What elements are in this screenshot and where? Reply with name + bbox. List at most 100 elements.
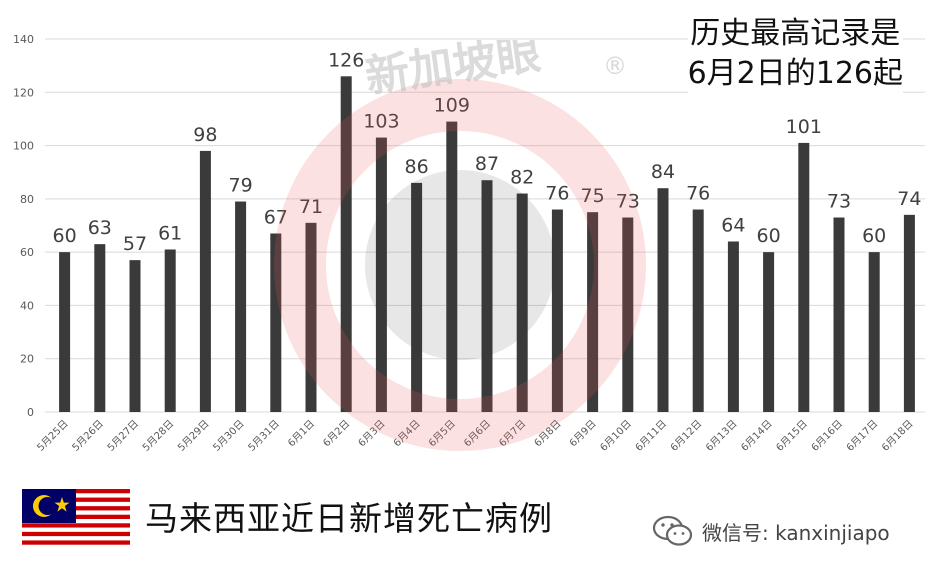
flag-stripe xyxy=(22,536,130,541)
x-tick-label: 5月28日 xyxy=(140,418,176,454)
x-tick-label: 6月15日 xyxy=(774,418,810,454)
x-tick-label: 6月2日 xyxy=(321,418,353,450)
x-tick-label: 6月6日 xyxy=(461,418,493,450)
bar xyxy=(551,209,563,412)
x-tick-label: 6月9日 xyxy=(567,418,599,450)
record-annotation: 历史最高记录是 6月2日的126起 xyxy=(687,14,903,94)
value-label: 126 xyxy=(328,49,364,71)
bar xyxy=(446,121,458,412)
x-tick-label: 6月17日 xyxy=(844,418,880,454)
flag-stripe xyxy=(22,523,130,528)
value-label: 98 xyxy=(193,124,217,146)
x-tick-label: 5月25日 xyxy=(35,418,71,454)
flag-stripe xyxy=(22,531,130,537)
value-label: 87 xyxy=(475,153,499,175)
value-label: 64 xyxy=(721,214,745,236)
bar xyxy=(94,244,106,412)
x-tick-label: 6月16日 xyxy=(809,418,845,454)
bar xyxy=(481,180,493,412)
bar xyxy=(798,142,810,412)
value-label: 61 xyxy=(158,222,182,244)
value-label: 75 xyxy=(581,185,605,207)
x-tick-label: 6月13日 xyxy=(703,418,739,454)
y-tick-label: 60 xyxy=(20,246,34,259)
y-axis-ticks: 0 20 40 60 80 100 120 140 xyxy=(13,33,34,419)
bar xyxy=(763,252,775,412)
malaysia-flag-icon xyxy=(22,489,130,549)
value-label: 63 xyxy=(88,217,112,239)
bar xyxy=(305,222,317,412)
bar-chart: 0 20 40 60 80 100 120 140 60 63 57 61 98 79 67 71 126 10… xyxy=(13,33,925,454)
y-tick-label: 0 xyxy=(27,406,34,419)
value-label: 76 xyxy=(545,183,569,205)
x-tick-label: 6月10日 xyxy=(598,418,634,454)
x-tick-label: 6月11日 xyxy=(633,418,669,454)
bar xyxy=(375,137,387,413)
bar xyxy=(868,252,880,412)
bar xyxy=(657,188,669,412)
value-label: 71 xyxy=(299,196,323,218)
x-tick-label: 5月26日 xyxy=(70,418,106,454)
x-tick-label: 6月7日 xyxy=(497,418,529,450)
value-label: 79 xyxy=(229,175,253,197)
bar xyxy=(235,201,247,412)
value-label: 86 xyxy=(405,156,429,178)
bar xyxy=(727,241,739,412)
value-label: 73 xyxy=(616,191,640,213)
x-tick-label: 6月8日 xyxy=(532,418,564,450)
wechat-label: 微信号: kanxinjiapo xyxy=(702,520,890,545)
value-label: 84 xyxy=(651,161,675,183)
y-tick-label: 40 xyxy=(20,299,34,312)
annotation-line-2: 6月2日的126起 xyxy=(687,56,903,91)
bar xyxy=(833,217,845,412)
chart-title: 马来西亚近日新增死亡病例 xyxy=(145,499,553,538)
bar xyxy=(587,212,599,412)
x-tick-label: 6月12日 xyxy=(668,418,704,454)
x-tick-label: 5月31日 xyxy=(246,418,282,454)
x-tick-label: 6月5日 xyxy=(426,418,458,450)
bar xyxy=(270,233,282,412)
value-label: 76 xyxy=(686,183,710,205)
y-tick-label: 120 xyxy=(13,86,34,99)
bar xyxy=(411,182,423,412)
flag-stripe xyxy=(22,527,130,533)
y-tick-label: 80 xyxy=(20,193,34,206)
bar xyxy=(59,252,71,412)
x-tick-label: 6月3日 xyxy=(356,418,388,450)
bar xyxy=(516,193,528,412)
bar xyxy=(164,249,176,412)
wechat-icon xyxy=(652,515,693,546)
value-label: 60 xyxy=(53,225,77,247)
bars xyxy=(59,76,915,413)
x-tick-label: 6月18日 xyxy=(879,418,915,454)
bar xyxy=(622,217,634,412)
x-tick-label: 5月27日 xyxy=(105,418,141,454)
flag-stripe xyxy=(22,540,130,546)
x-tick-label: 6月14日 xyxy=(739,418,775,454)
value-label: 60 xyxy=(862,225,886,247)
value-label: 82 xyxy=(510,167,534,189)
x-tick-label: 5月29日 xyxy=(175,418,211,454)
x-tick-label: 5月30日 xyxy=(211,418,247,454)
x-tick-label: 6月1日 xyxy=(285,418,317,450)
bar xyxy=(692,209,704,412)
value-label: 73 xyxy=(827,191,851,213)
value-label: 57 xyxy=(123,233,147,255)
value-label: 74 xyxy=(897,188,921,210)
y-tick-label: 140 xyxy=(13,33,34,46)
bar xyxy=(199,150,211,412)
value-label: 101 xyxy=(786,116,822,138)
flag-stripe xyxy=(22,544,130,549)
bar xyxy=(903,214,915,412)
y-tick-label: 100 xyxy=(13,140,34,153)
x-tick-label: 6月4日 xyxy=(391,418,423,450)
bar xyxy=(129,260,141,412)
y-tick-label: 20 xyxy=(20,353,34,366)
bar xyxy=(340,76,352,413)
value-label: 60 xyxy=(757,225,781,247)
value-label: 67 xyxy=(264,206,288,228)
annotation-line-1: 历史最高记录是 xyxy=(690,16,901,51)
value-labels: 60 63 57 61 98 79 67 71 126 103 86 109 87 82 76 75 73 84 7… xyxy=(53,49,922,255)
value-label: 109 xyxy=(434,95,470,117)
value-label: 103 xyxy=(363,111,399,133)
